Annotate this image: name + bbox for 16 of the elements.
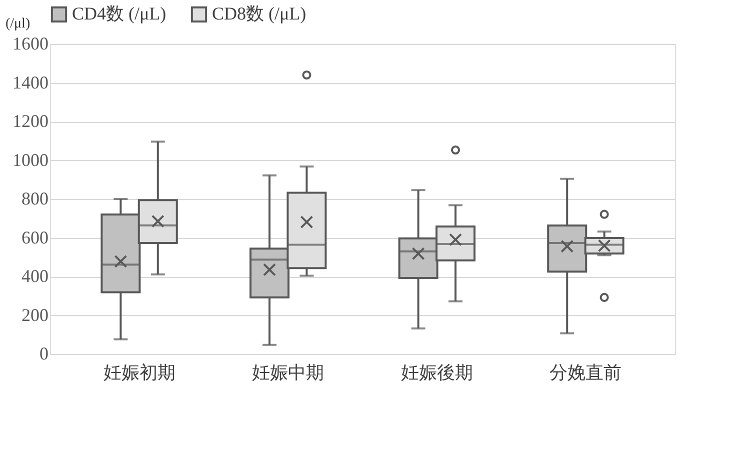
y-tick-label: 400 — [22, 266, 48, 286]
y-tick-label: 200 — [22, 304, 48, 325]
legend-label: CD8数 (/μL) — [212, 3, 306, 24]
x-tick-label: 妊娠初期 — [103, 362, 176, 382]
y-tick-label: 0 — [40, 344, 48, 364]
x-tick-label: 妊娠後期 — [400, 362, 473, 382]
legend-label: CD4数 (/μL) — [72, 3, 166, 24]
y-tick-label: 1600 — [12, 34, 48, 54]
y-tick-label: 1000 — [12, 150, 48, 170]
x-tick-label: 妊娠中期 — [252, 362, 324, 382]
y-tick-label: 1400 — [12, 72, 48, 92]
y-tick-label: 600 — [22, 227, 48, 248]
y-axis-title: (/μl) — [6, 16, 30, 32]
y-tick-label: 800 — [22, 188, 48, 208]
y-tick-label: 1200 — [12, 111, 48, 131]
x-tick-label: 分娩直前 — [550, 362, 622, 382]
